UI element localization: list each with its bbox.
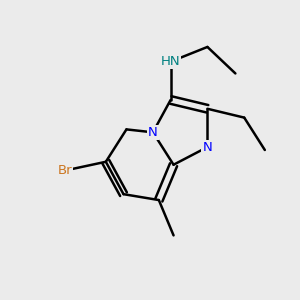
- Text: Br: Br: [57, 164, 72, 177]
- Text: HN: HN: [161, 55, 180, 68]
- Text: N: N: [148, 126, 158, 139]
- Text: N: N: [202, 141, 212, 154]
